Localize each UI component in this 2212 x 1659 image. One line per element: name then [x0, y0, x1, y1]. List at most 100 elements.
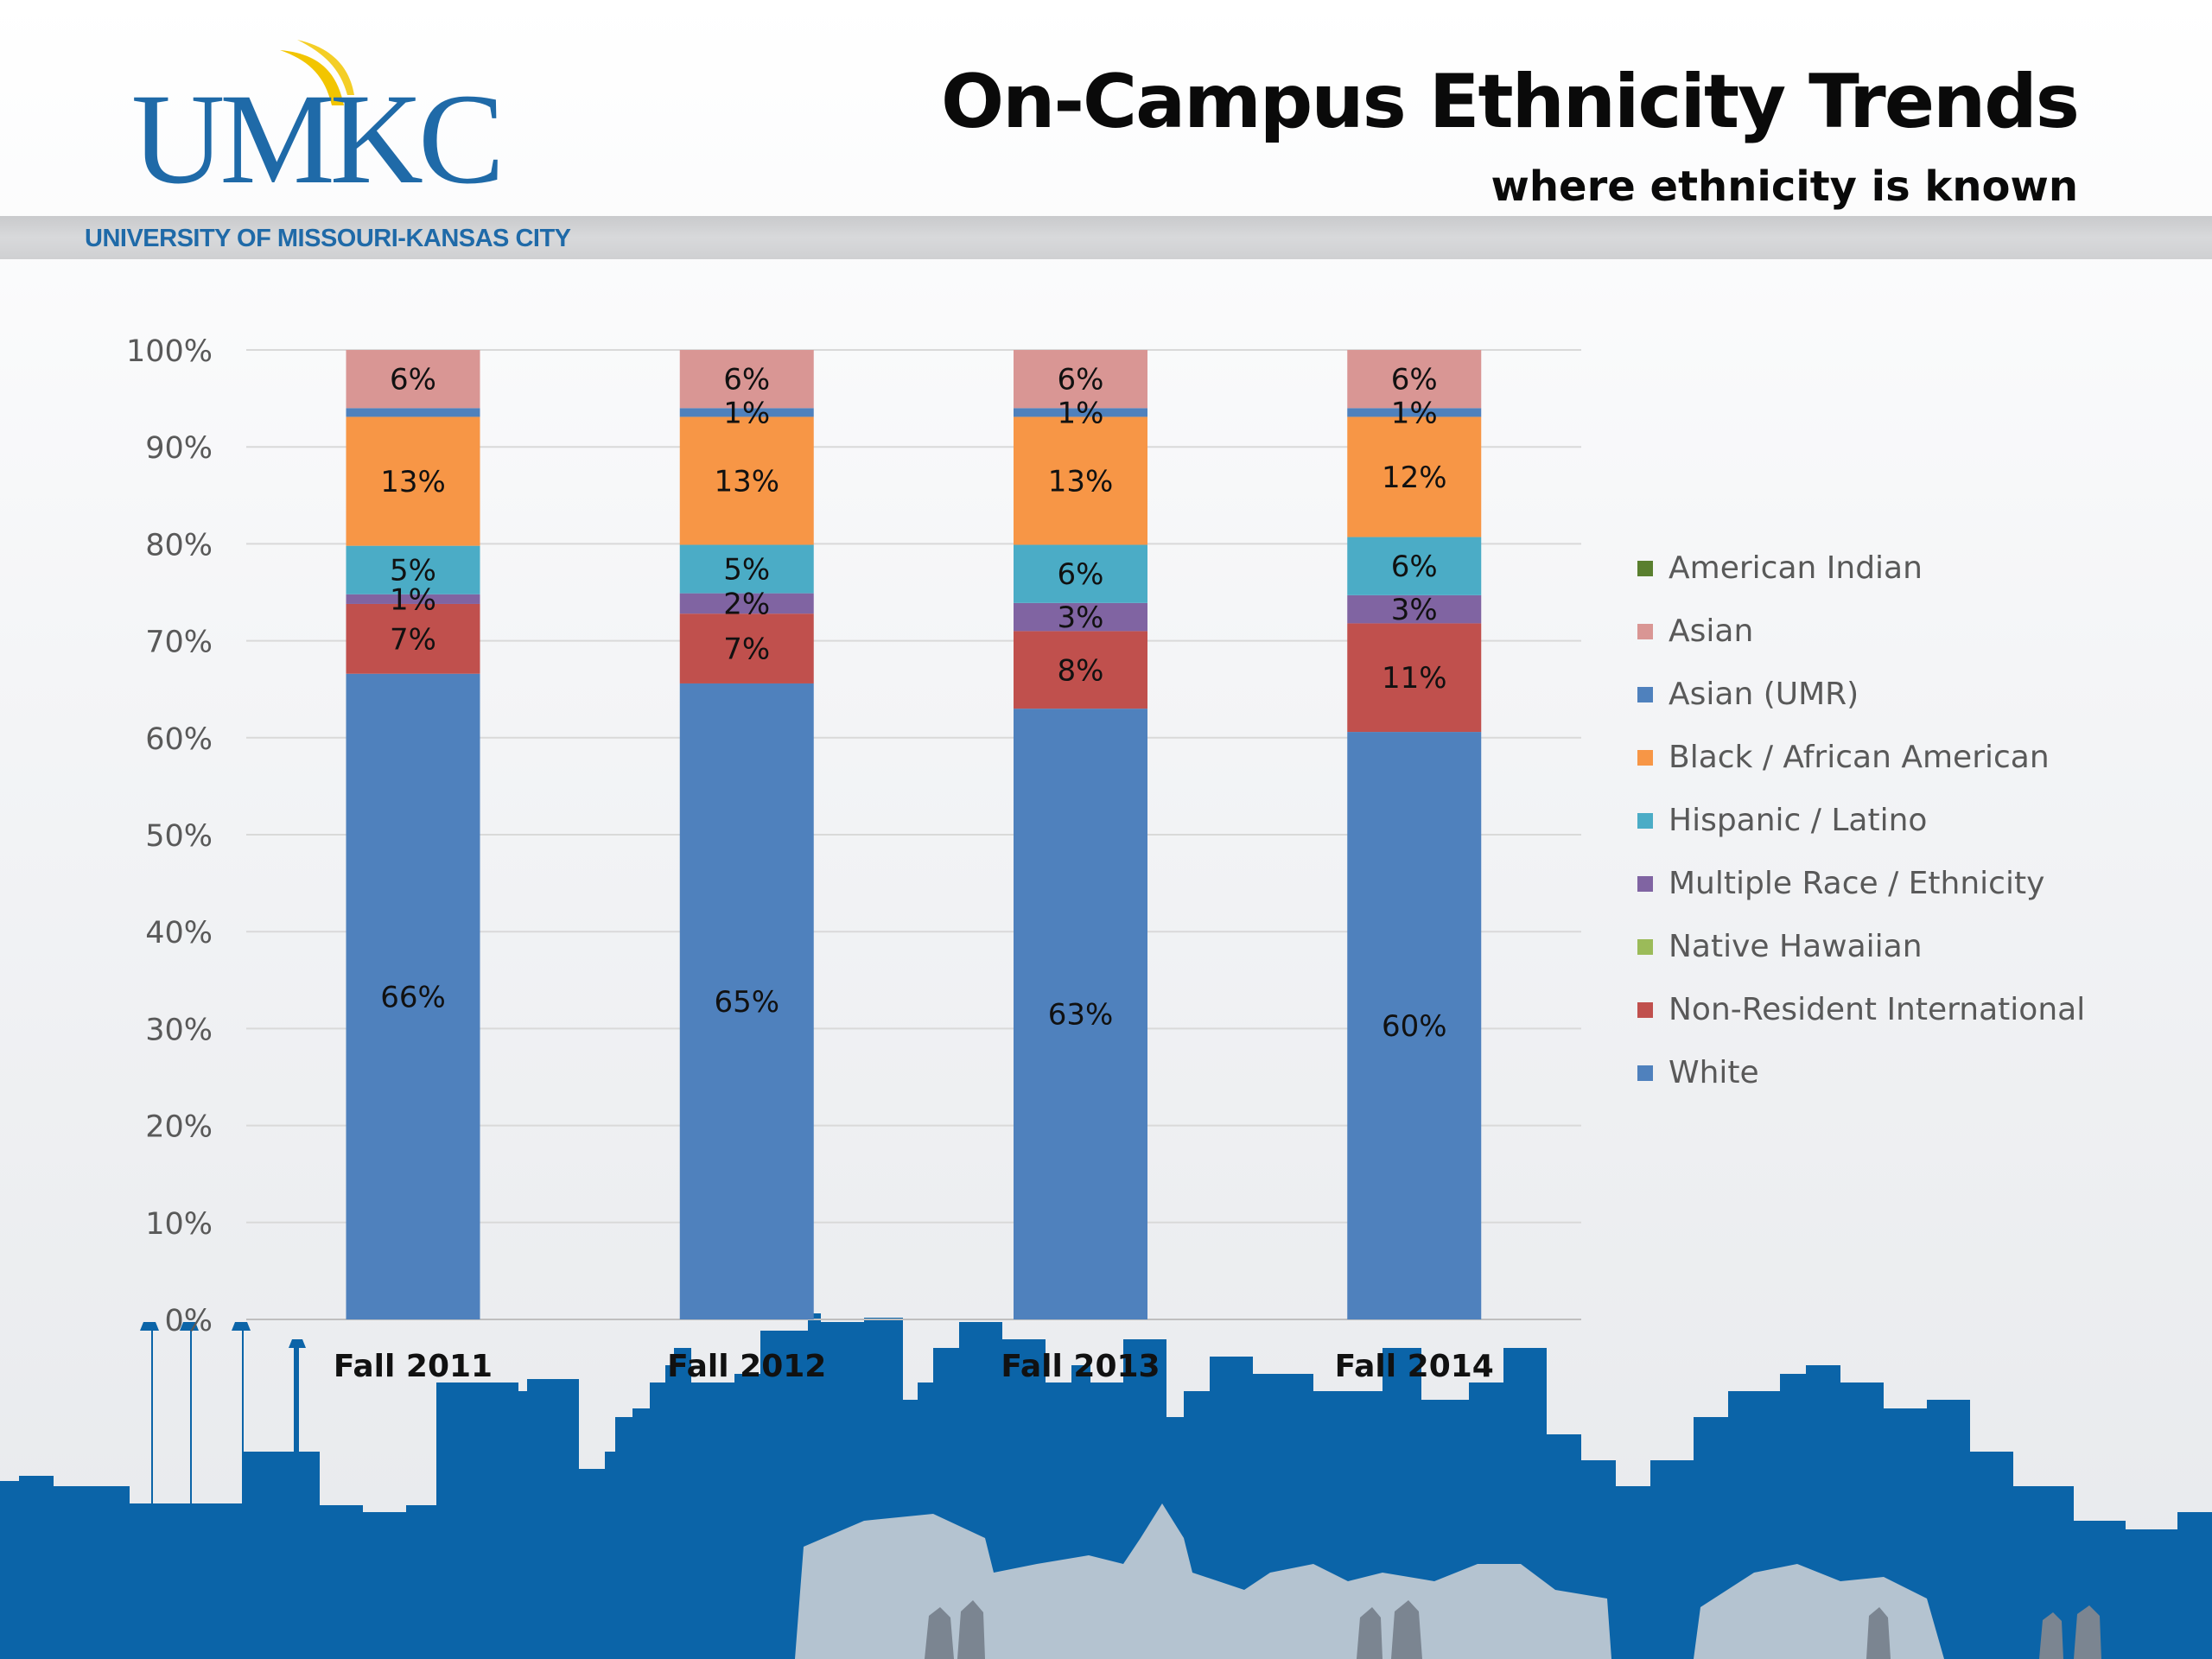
data-label: 8%: [1058, 653, 1104, 688]
y-tick-label: 50%: [145, 819, 213, 854]
page-title: On-Campus Ethnicity Trends: [941, 59, 2080, 145]
page-subtitle: where ethnicity is known: [1491, 162, 2078, 211]
legend-swatch: [1637, 1002, 1653, 1018]
data-label: 7%: [390, 622, 436, 657]
bar-segment-black-african-american: [346, 416, 480, 546]
data-label: 1%: [723, 396, 770, 430]
data-label: 6%: [723, 363, 770, 397]
data-label: 1%: [390, 582, 436, 617]
legend-label: White: [1669, 1055, 1759, 1090]
data-label: 6%: [1058, 557, 1104, 592]
bar-segment-multiple-race-ethnicity: [1347, 594, 1482, 624]
data-label: 1%: [1058, 396, 1104, 430]
bar-segments: [346, 350, 1482, 1319]
data-label: 6%: [1391, 363, 1438, 397]
data-label: 6%: [390, 363, 436, 397]
data-label: 13%: [714, 464, 779, 499]
data-label: 1%: [1391, 396, 1438, 430]
data-label: 2%: [723, 587, 770, 621]
bar-segment-hispanic-latino: [1347, 537, 1482, 595]
bar-segment-non-resident-international: [1347, 623, 1482, 733]
legend-item: American Indian: [1637, 537, 2190, 601]
data-label: 7%: [723, 632, 770, 667]
data-label: 5%: [390, 554, 436, 588]
y-tick-label: 100%: [126, 334, 213, 369]
bar-segment-white: [1014, 709, 1147, 1319]
y-tick-label: 0%: [164, 1304, 213, 1338]
legend-item: Non-Resident International: [1637, 979, 2190, 1042]
bar-segment-black-african-american: [1014, 416, 1147, 545]
bar-segment-hispanic-latino: [346, 545, 480, 594]
legend-label: Native Hawaiian: [1669, 929, 1923, 964]
y-tick-label: 20%: [145, 1110, 213, 1145]
bar-segment-hispanic-latino: [679, 544, 814, 594]
legend-swatch: [1637, 561, 1653, 576]
bar-segment-asian-umr: [346, 408, 480, 417]
legend-item: Asian (UMR): [1637, 664, 2190, 727]
legend-label: Hispanic / Latino: [1669, 803, 1928, 838]
data-label: 13%: [380, 465, 446, 499]
slide-header: UMKC UNIVERSITY OF MISSOURI-KANSAS CITY …: [0, 0, 2212, 259]
legend-swatch: [1637, 813, 1653, 829]
header-band: [0, 216, 2212, 259]
y-tick-label: 80%: [145, 528, 213, 563]
data-label: 5%: [723, 553, 770, 588]
legend-swatch: [1637, 624, 1653, 639]
legend-label: Non-Resident International: [1669, 992, 2086, 1027]
bar-segment-asian-umr: [1014, 408, 1147, 417]
bar-segment-multiple-race-ethnicity: [346, 594, 480, 604]
bar-segment-white: [679, 683, 814, 1319]
x-tick-label: Fall 2011: [334, 1349, 493, 1384]
legend-item: Hispanic / Latino: [1637, 790, 2190, 853]
bar-segment-non-resident-international: [346, 603, 480, 674]
data-label: 11%: [1382, 661, 1447, 696]
bar-segment-black-african-american: [679, 416, 814, 545]
data-label: 3%: [1391, 593, 1438, 627]
data-label: 3%: [1058, 601, 1104, 635]
legend-label: American Indian: [1669, 550, 1923, 586]
bar-segment-multiple-race-ethnicity: [679, 593, 814, 614]
legend-swatch: [1637, 939, 1653, 955]
data-label: 63%: [1048, 998, 1114, 1033]
x-tick-label: Fall 2014: [1335, 1349, 1494, 1384]
y-tick-label: 40%: [145, 916, 213, 950]
data-label: 6%: [1391, 550, 1438, 584]
legend-item: Native Hawaiian: [1637, 916, 2190, 979]
data-label: 65%: [714, 985, 779, 1020]
legend-item: Multiple Race / Ethnicity: [1637, 853, 2190, 916]
bar-segment-white: [1347, 732, 1482, 1319]
legend-label: Asian: [1669, 613, 1754, 649]
legend-item: White: [1637, 1042, 2190, 1105]
legend-item: Black / African American: [1637, 727, 2190, 790]
y-tick-label: 30%: [145, 1013, 213, 1047]
data-label: 12%: [1382, 461, 1447, 495]
bar-segment-asian: [346, 350, 480, 409]
x-axis: Fall 2011 Fall 2012 Fall 2013 Fall 2014: [334, 1349, 1494, 1384]
data-label: 66%: [380, 980, 446, 1014]
data-label: 13%: [1048, 464, 1114, 499]
flame-icon: [280, 40, 354, 105]
data-labels: 66%7%1%5%13%6%65%7%2%5%13%1%6%63%8%3%6%1…: [380, 363, 1446, 1044]
bar-segment-asian-umr: [1347, 408, 1482, 417]
bar-segment-non-resident-international: [679, 613, 814, 683]
bar-segment-non-resident-international: [1014, 631, 1147, 709]
bar-segment-white: [346, 673, 480, 1319]
y-tick-label: 90%: [145, 431, 213, 466]
x-tick-label: Fall 2012: [667, 1349, 826, 1384]
skyline-silhouette: [0, 1313, 2212, 1659]
bar-segment-hispanic-latino: [1014, 544, 1147, 603]
y-tick-label: 70%: [145, 626, 213, 660]
chart-legend: American Indian Asian Asian (UMR) Black / A…: [1637, 537, 2190, 1090]
bar-segment-black-african-american: [1347, 416, 1482, 537]
x-tick-label: Fall 2013: [1001, 1349, 1160, 1384]
bar-segment-multiple-race-ethnicity: [1014, 602, 1147, 632]
data-label: 6%: [1058, 363, 1104, 397]
bar-segment-asian: [679, 350, 814, 409]
y-tick-label: 60%: [145, 722, 213, 757]
legend-label: Multiple Race / Ethnicity: [1669, 866, 2045, 901]
legend-label: Asian (UMR): [1669, 677, 1859, 712]
data-label: 60%: [1382, 1009, 1447, 1044]
legend-swatch: [1637, 876, 1653, 892]
bar-segment-asian: [1347, 350, 1482, 409]
